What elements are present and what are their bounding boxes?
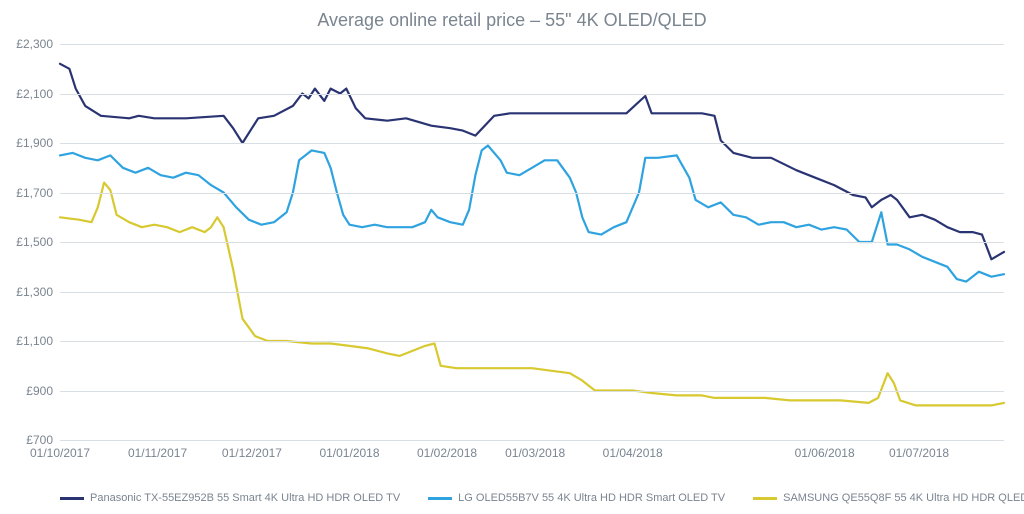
legend-swatch [428, 497, 452, 500]
x-axis-tick: 01/07/2018 [889, 446, 949, 460]
series-line [60, 183, 1004, 406]
y-axis-tick: £1,700 [5, 186, 53, 200]
gridline [60, 193, 1004, 194]
plot-area: £700£900£1,100£1,300£1,500£1,700£1,900£2… [60, 44, 1004, 440]
gridline [60, 292, 1004, 293]
gridline [60, 242, 1004, 243]
legend-item: Panasonic TX-55EZ952B 55 Smart 4K Ultra … [60, 492, 400, 504]
y-axis-tick: £1,500 [5, 235, 53, 249]
legend-item: SAMSUNG QE55Q8F 55 4K Ultra HD HDR QLED … [753, 492, 1024, 504]
gridline [60, 341, 1004, 342]
y-axis-tick: £2,100 [5, 87, 53, 101]
gridline [60, 440, 1004, 441]
y-axis-tick: £1,300 [5, 285, 53, 299]
y-axis-tick: £700 [5, 433, 53, 447]
gridline [60, 44, 1004, 45]
gridline [60, 143, 1004, 144]
x-axis-tick: 01/10/2017 [30, 446, 90, 460]
y-axis-tick: £1,100 [5, 334, 53, 348]
gridline [60, 94, 1004, 95]
legend-swatch [753, 497, 777, 500]
y-axis-tick: £900 [5, 384, 53, 398]
x-axis-tick: 01/04/2018 [603, 446, 663, 460]
y-axis-tick: £1,900 [5, 136, 53, 150]
legend-item: LG OLED55B7V 55 4K Ultra HD HDR Smart OL… [428, 492, 725, 504]
legend-label: Panasonic TX-55EZ952B 55 Smart 4K Ultra … [90, 492, 400, 504]
x-axis-tick: 01/06/2018 [795, 446, 855, 460]
x-axis-tick: 01/12/2017 [222, 446, 282, 460]
legend-label: LG OLED55B7V 55 4K Ultra HD HDR Smart OL… [458, 492, 725, 504]
legend-swatch [60, 497, 84, 500]
series-line [60, 146, 1004, 282]
x-axis-tick: 01/03/2018 [505, 446, 565, 460]
chart-legend: Panasonic TX-55EZ952B 55 Smart 4K Ultra … [60, 492, 1004, 504]
x-axis-tick: 01/11/2017 [128, 446, 187, 460]
gridline [60, 391, 1004, 392]
x-axis-tick: 01/01/2018 [319, 446, 379, 460]
price-chart: Average online retail price – 55" 4K OLE… [0, 0, 1024, 514]
chart-title: Average online retail price – 55" 4K OLE… [0, 0, 1024, 31]
y-axis-tick: £2,300 [5, 37, 53, 51]
x-axis-tick: 01/02/2018 [417, 446, 477, 460]
legend-label: SAMSUNG QE55Q8F 55 4K Ultra HD HDR QLED … [783, 492, 1024, 504]
